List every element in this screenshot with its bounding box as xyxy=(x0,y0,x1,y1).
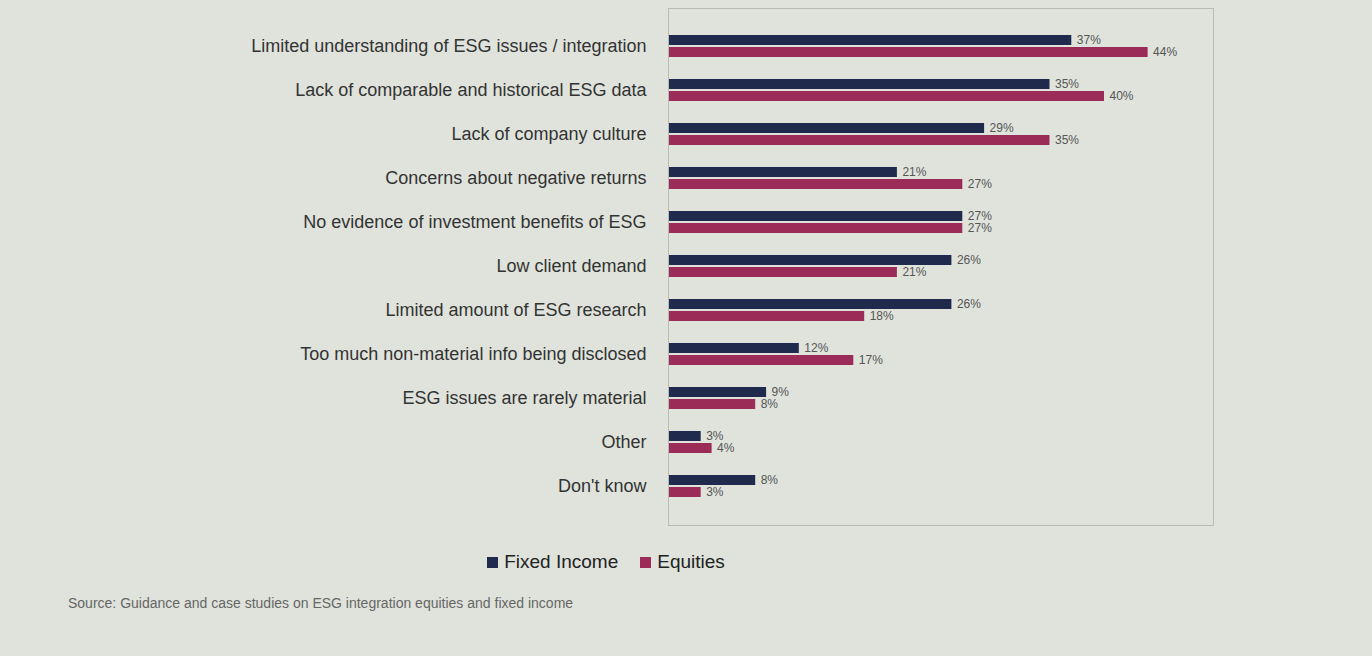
svg-text:8%: 8% xyxy=(761,473,779,487)
svg-text:3%: 3% xyxy=(706,485,724,499)
svg-text:44%: 44% xyxy=(1153,45,1177,59)
svg-text:17%: 17% xyxy=(859,353,883,367)
svg-text:Limited amount of ESG research: Limited amount of ESG research xyxy=(385,300,646,320)
svg-text:Limited understanding of ESG i: Limited understanding of ESG issues / in… xyxy=(251,36,646,56)
svg-text:Don't know: Don't know xyxy=(558,476,647,496)
svg-text:ESG issues are rarely material: ESG issues are rarely material xyxy=(402,388,646,408)
svg-text:27%: 27% xyxy=(968,177,992,191)
svg-text:Low client demand: Low client demand xyxy=(496,256,646,276)
svg-text:8%: 8% xyxy=(761,397,779,411)
svg-text:27%: 27% xyxy=(968,221,992,235)
svg-text:21%: 21% xyxy=(902,165,926,179)
svg-text:26%: 26% xyxy=(957,253,981,267)
svg-text:Lack of comparable and histori: Lack of comparable and historical ESG da… xyxy=(295,80,647,100)
html-text:Equities: Equities xyxy=(657,551,725,572)
svg-text:4%: 4% xyxy=(717,441,735,455)
svg-text:12%: 12% xyxy=(804,341,828,355)
svg-text:3%: 3% xyxy=(706,429,724,444)
svg-text:26%: 26% xyxy=(957,297,981,311)
svg-text:Lack of company culture: Lack of company culture xyxy=(451,124,646,144)
svg-text:40%: 40% xyxy=(1110,89,1134,103)
svg-text:9%: 9% xyxy=(771,385,789,400)
svg-text:35%: 35% xyxy=(1055,133,1079,147)
svg-text:18%: 18% xyxy=(870,309,894,323)
svg-text:27%: 27% xyxy=(967,209,992,224)
html-text:Fixed Income: Fixed Income xyxy=(504,551,619,572)
html-text:Source: Guidance and case stud: Source: Guidance and case studies on ESG… xyxy=(68,595,574,611)
svg-text:37%: 37% xyxy=(1077,33,1101,47)
svg-text:29%: 29% xyxy=(990,121,1014,135)
svg-text:No evidence of investment bene: No evidence of investment benefits of ES… xyxy=(303,212,646,232)
svg-text:Other: Other xyxy=(601,432,646,452)
svg-text:Too much non-material info bei: Too much non-material info being disclos… xyxy=(300,344,646,364)
svg-text:35%: 35% xyxy=(1055,77,1079,91)
svg-text:Concerns about negative return: Concerns about negative returns xyxy=(385,168,646,188)
svg-text:21%: 21% xyxy=(902,265,926,279)
